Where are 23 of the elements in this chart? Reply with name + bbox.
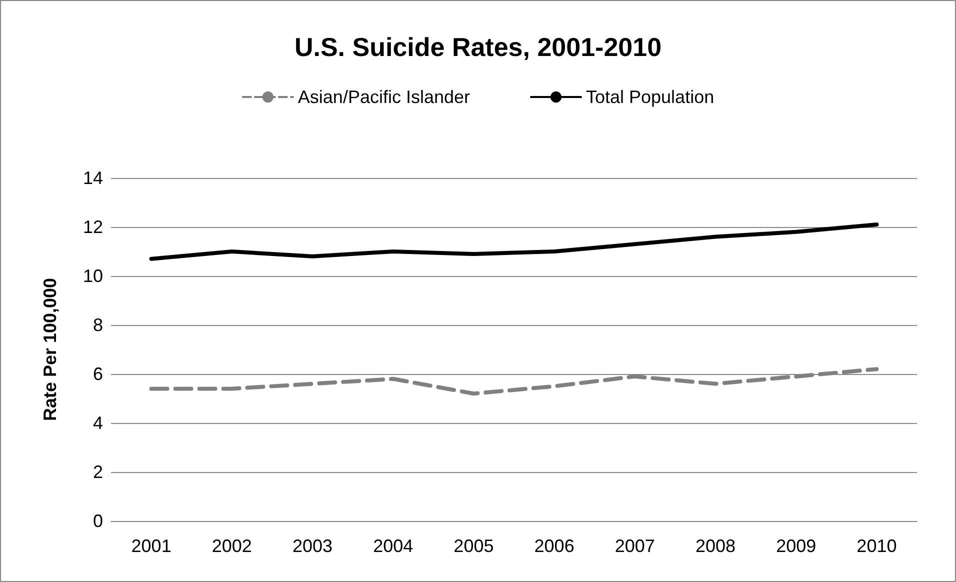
x-tick-label: 2007 <box>614 536 655 556</box>
y-tick-label: 0 <box>92 511 103 531</box>
y-tick-label: 2 <box>92 462 103 482</box>
y-tick-label: 12 <box>82 217 103 237</box>
y-axis-title: Rate Per 100,000 <box>40 278 60 422</box>
x-tick-label: 2004 <box>373 536 414 556</box>
y-tick-label: 14 <box>82 168 103 188</box>
x-tick-label: 2009 <box>776 536 816 556</box>
x-tick-label: 2006 <box>534 536 574 556</box>
chart-title: U.S. Suicide Rates, 2001-2010 <box>294 32 662 62</box>
line-series <box>149 222 879 261</box>
x-tick-label: 2003 <box>292 536 333 556</box>
y-tick-label: 6 <box>92 364 103 384</box>
x-tick-label: 2010 <box>856 536 897 556</box>
x-tick-label: 2005 <box>454 536 494 556</box>
y-tick-label: 4 <box>92 413 103 433</box>
x-tick-label: 2002 <box>212 536 252 556</box>
y-tick-label: 8 <box>92 315 103 335</box>
x-tick-label: 2008 <box>695 536 736 556</box>
legend-label: Total Population <box>586 87 714 107</box>
x-tick-label: 2001 <box>131 536 172 556</box>
legend-label: Asian/Pacific Islander <box>298 87 470 107</box>
y-tick-label: 10 <box>82 266 103 286</box>
